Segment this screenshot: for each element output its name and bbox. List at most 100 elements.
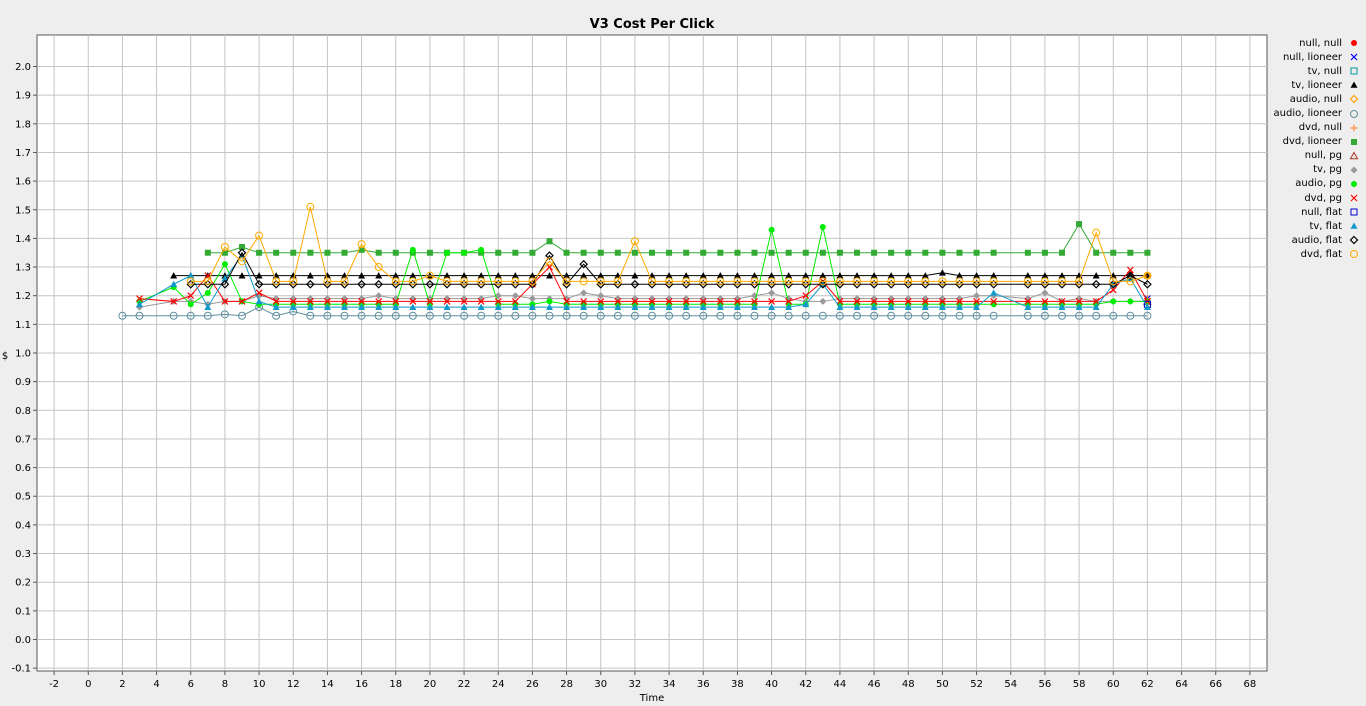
legend-marker-shape — [1350, 67, 1358, 75]
data-point — [631, 298, 639, 305]
data-point — [733, 272, 741, 279]
legend-marker — [1351, 40, 1357, 47]
data-point — [579, 277, 588, 286]
data-point — [614, 303, 622, 310]
data-point — [716, 277, 725, 286]
data-point — [1040, 277, 1049, 286]
data-point — [733, 311, 742, 320]
data-point — [1041, 303, 1049, 310]
data-point — [887, 303, 895, 310]
series-line — [139, 254, 1148, 309]
data-point — [1041, 249, 1048, 256]
data-point — [1074, 279, 1084, 289]
data-point — [391, 277, 400, 286]
data-point — [921, 277, 930, 286]
data-point — [921, 298, 929, 305]
data-point — [408, 277, 417, 286]
data-point — [118, 311, 127, 320]
data-point — [221, 249, 228, 256]
data-point — [597, 249, 604, 256]
data-point — [1110, 249, 1117, 256]
data-point — [1093, 249, 1100, 256]
data-point — [989, 279, 999, 289]
data-point — [648, 277, 656, 286]
legend-item: tv, flat — [1274, 219, 1361, 233]
legend-marker — [1349, 236, 1359, 245]
legend-marker — [1350, 208, 1358, 216]
data-point — [341, 249, 348, 256]
data-point — [972, 277, 981, 286]
legend-label: null, null — [1299, 37, 1342, 49]
data-point — [818, 279, 828, 289]
data-point — [716, 272, 724, 279]
data-point — [1125, 271, 1135, 280]
data-point — [955, 279, 964, 289]
data-point — [614, 298, 622, 305]
data-point — [478, 246, 485, 253]
data-point — [545, 251, 554, 260]
data-point — [767, 277, 776, 286]
data-point — [1126, 277, 1135, 286]
data-point — [698, 279, 708, 289]
data-point — [460, 298, 468, 305]
data-point — [835, 311, 844, 320]
data-point — [904, 272, 912, 279]
data-point — [921, 311, 930, 320]
data-point — [921, 272, 929, 279]
data-point — [990, 272, 998, 279]
y-tick-label: 1.7 — [15, 148, 31, 159]
data-point — [682, 298, 690, 305]
data-point — [596, 277, 605, 286]
data-point — [920, 279, 930, 289]
data-point — [905, 249, 912, 256]
data-point — [256, 249, 263, 256]
data-point — [1024, 303, 1032, 310]
legend-label: tv, pg — [1313, 164, 1342, 176]
x-tick-label: 48 — [902, 679, 915, 690]
data-point — [801, 279, 811, 289]
data-point — [1075, 277, 1084, 286]
y-tick-label: 0.0 — [15, 635, 31, 646]
data-point — [768, 226, 775, 233]
data-point — [495, 249, 502, 256]
data-point — [1058, 298, 1066, 305]
data-point — [1143, 279, 1152, 289]
data-point — [699, 272, 707, 279]
data-point — [648, 298, 656, 305]
data-point — [425, 279, 435, 289]
data-point — [990, 298, 998, 305]
data-point — [1023, 279, 1033, 289]
data-point — [666, 249, 673, 256]
data-point — [990, 249, 997, 256]
data-point — [888, 249, 895, 256]
x-tick-label: 46 — [868, 679, 881, 690]
x-tick-label: 42 — [799, 679, 812, 690]
data-point — [305, 279, 315, 289]
data-point — [254, 279, 264, 289]
data-point — [887, 272, 895, 279]
data-point — [1127, 249, 1134, 256]
data-point — [972, 311, 981, 320]
data-point — [597, 303, 605, 310]
x-tick-label: 10 — [253, 679, 266, 690]
data-point — [682, 303, 690, 310]
data-point — [426, 249, 433, 256]
data-point — [221, 298, 229, 305]
data-point — [409, 298, 417, 305]
y-tick-label: -0.1 — [11, 664, 31, 675]
legend-label: dvd, lioneer — [1282, 136, 1342, 148]
data-point — [409, 246, 416, 253]
data-point — [1092, 311, 1101, 320]
legend-marker — [1350, 194, 1358, 202]
legend: null, null null, lioneer tv, null tv, lione… — [1274, 36, 1361, 262]
data-point — [375, 292, 383, 300]
data-point — [630, 311, 639, 320]
data-point — [426, 298, 434, 305]
x-tick-label: 50 — [936, 679, 949, 690]
y-tick-label: 0.8 — [15, 406, 31, 417]
y-tick-label: 0.4 — [15, 520, 31, 531]
legend-marker-shape — [1350, 250, 1358, 259]
data-point — [238, 311, 246, 320]
data-point — [187, 301, 194, 308]
data-point — [973, 303, 981, 310]
